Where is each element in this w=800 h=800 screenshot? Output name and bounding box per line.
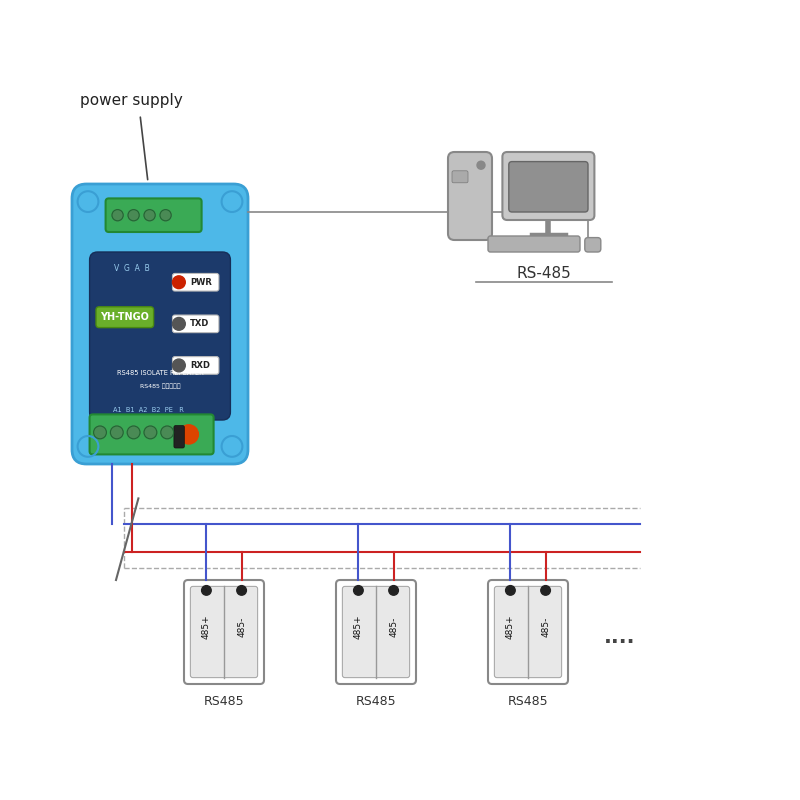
FancyBboxPatch shape <box>72 184 248 464</box>
Circle shape <box>179 425 198 444</box>
Text: 485-: 485- <box>237 617 246 637</box>
Text: 485+: 485+ <box>506 614 515 639</box>
FancyBboxPatch shape <box>452 170 468 182</box>
Circle shape <box>127 426 140 438</box>
Text: RS485: RS485 <box>356 695 396 708</box>
FancyBboxPatch shape <box>190 586 258 678</box>
Circle shape <box>112 210 123 221</box>
Circle shape <box>144 210 155 221</box>
FancyBboxPatch shape <box>488 580 568 684</box>
Circle shape <box>160 210 171 221</box>
FancyBboxPatch shape <box>336 580 416 684</box>
FancyBboxPatch shape <box>96 306 154 328</box>
Text: RS485 ISOLATE REPEATER: RS485 ISOLATE REPEATER <box>117 370 203 376</box>
FancyBboxPatch shape <box>509 162 588 212</box>
Text: A1  B1  A2  B2  PE   R: A1 B1 A2 B2 PE R <box>114 407 184 414</box>
Text: RS485 隔离中继器: RS485 隔离中继器 <box>140 384 180 389</box>
Circle shape <box>173 318 186 330</box>
FancyBboxPatch shape <box>173 357 219 374</box>
Text: 485+: 485+ <box>354 614 363 639</box>
Circle shape <box>222 436 242 457</box>
Circle shape <box>161 426 174 438</box>
FancyBboxPatch shape <box>488 236 580 252</box>
Text: V  G  A  B: V G A B <box>114 264 150 273</box>
FancyBboxPatch shape <box>342 586 410 678</box>
Circle shape <box>354 586 363 595</box>
Circle shape <box>202 586 211 595</box>
Text: 485-: 485- <box>389 617 398 637</box>
FancyBboxPatch shape <box>173 274 219 291</box>
Circle shape <box>541 586 550 595</box>
Circle shape <box>128 210 139 221</box>
Text: 485-: 485- <box>541 617 550 637</box>
Circle shape <box>78 191 98 212</box>
FancyBboxPatch shape <box>448 152 492 240</box>
Text: RS-485: RS-485 <box>517 266 571 281</box>
Text: ....: .... <box>604 627 636 647</box>
FancyBboxPatch shape <box>585 238 601 252</box>
Text: PWR: PWR <box>190 278 212 286</box>
FancyBboxPatch shape <box>494 586 562 678</box>
Circle shape <box>237 586 246 595</box>
Circle shape <box>110 426 123 438</box>
Text: 485+: 485+ <box>202 614 211 639</box>
Text: TXD: TXD <box>190 319 210 328</box>
FancyBboxPatch shape <box>502 152 594 220</box>
Circle shape <box>173 359 186 372</box>
FancyBboxPatch shape <box>174 426 184 448</box>
Text: RXD: RXD <box>190 361 210 370</box>
FancyBboxPatch shape <box>90 252 230 420</box>
Circle shape <box>173 276 186 289</box>
Circle shape <box>94 426 106 438</box>
Circle shape <box>78 436 98 457</box>
FancyBboxPatch shape <box>106 198 202 232</box>
Text: power supply: power supply <box>80 93 182 107</box>
Circle shape <box>506 586 515 595</box>
Circle shape <box>477 161 485 169</box>
FancyBboxPatch shape <box>184 580 264 684</box>
Text: YH-TNGO: YH-TNGO <box>100 312 150 322</box>
Text: RS485: RS485 <box>508 695 548 708</box>
Circle shape <box>222 191 242 212</box>
Text: RS485: RS485 <box>204 695 244 708</box>
Circle shape <box>144 426 157 438</box>
FancyBboxPatch shape <box>90 414 214 454</box>
Circle shape <box>389 586 398 595</box>
FancyBboxPatch shape <box>173 315 219 333</box>
